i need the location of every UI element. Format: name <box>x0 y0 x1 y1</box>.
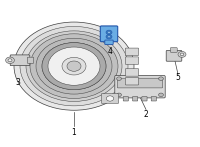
Circle shape <box>42 43 106 90</box>
Text: 4: 4 <box>108 47 112 56</box>
FancyBboxPatch shape <box>100 26 118 42</box>
FancyBboxPatch shape <box>166 51 182 61</box>
Circle shape <box>117 93 121 97</box>
Circle shape <box>62 57 86 75</box>
FancyBboxPatch shape <box>115 76 165 98</box>
Circle shape <box>117 77 121 80</box>
FancyBboxPatch shape <box>123 97 128 101</box>
Text: 5: 5 <box>176 73 180 82</box>
Text: 3: 3 <box>16 78 20 87</box>
Circle shape <box>178 51 186 57</box>
Text: 1: 1 <box>72 128 76 137</box>
Circle shape <box>42 43 106 90</box>
FancyBboxPatch shape <box>133 97 138 101</box>
FancyBboxPatch shape <box>125 77 139 85</box>
Circle shape <box>106 96 114 101</box>
FancyBboxPatch shape <box>151 97 156 101</box>
Circle shape <box>106 30 112 35</box>
FancyBboxPatch shape <box>10 55 30 66</box>
FancyBboxPatch shape <box>101 94 119 103</box>
FancyBboxPatch shape <box>105 40 113 45</box>
Circle shape <box>6 57 14 64</box>
Circle shape <box>26 31 122 101</box>
Text: 2: 2 <box>144 110 148 119</box>
FancyBboxPatch shape <box>27 57 34 63</box>
Circle shape <box>106 35 112 39</box>
Circle shape <box>67 61 81 71</box>
Circle shape <box>20 26 128 106</box>
Circle shape <box>32 35 116 97</box>
Circle shape <box>159 93 163 97</box>
Circle shape <box>14 22 134 110</box>
FancyBboxPatch shape <box>125 57 139 64</box>
Circle shape <box>30 34 118 98</box>
Circle shape <box>48 47 100 85</box>
Circle shape <box>8 59 12 62</box>
Circle shape <box>108 36 110 38</box>
FancyBboxPatch shape <box>125 69 139 76</box>
FancyBboxPatch shape <box>117 78 163 88</box>
FancyBboxPatch shape <box>170 48 177 52</box>
Circle shape <box>108 31 110 33</box>
FancyBboxPatch shape <box>125 48 139 56</box>
Circle shape <box>36 38 112 94</box>
Circle shape <box>180 53 184 56</box>
Circle shape <box>159 77 163 80</box>
FancyBboxPatch shape <box>142 97 147 101</box>
